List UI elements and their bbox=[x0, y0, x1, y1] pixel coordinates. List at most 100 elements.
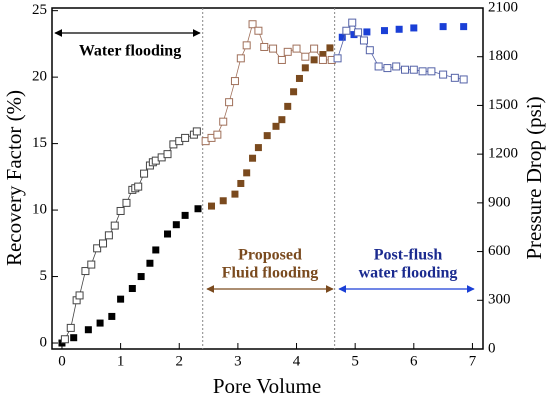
open-marker bbox=[374, 62, 383, 71]
open-marker bbox=[342, 26, 351, 35]
open-marker bbox=[230, 77, 239, 86]
filled-marker bbox=[380, 27, 388, 35]
filled-marker bbox=[164, 230, 172, 238]
open-marker bbox=[81, 267, 90, 276]
open-marker bbox=[383, 64, 392, 73]
y-tick-label: 15 bbox=[32, 135, 47, 151]
open-marker bbox=[427, 67, 436, 76]
open-marker bbox=[418, 67, 427, 76]
annotation: Proposed bbox=[238, 247, 302, 264]
y2-tick-label: 900 bbox=[488, 194, 511, 210]
x-tick-label: 5 bbox=[351, 353, 359, 369]
open-marker bbox=[122, 198, 131, 207]
annotation: Water flooding bbox=[79, 43, 181, 60]
filled-marker bbox=[350, 31, 358, 39]
filled-marker bbox=[70, 334, 78, 342]
annotation: water flooding bbox=[359, 265, 458, 282]
y2-tick-label: 1200 bbox=[488, 146, 518, 162]
y2-tick-label: 2100 bbox=[488, 0, 518, 15]
filled-marker bbox=[237, 179, 245, 187]
open-marker bbox=[333, 54, 342, 63]
open-marker bbox=[181, 133, 190, 142]
filled-marker bbox=[181, 211, 189, 219]
filled-marker bbox=[194, 205, 202, 213]
open-marker bbox=[242, 41, 251, 50]
y2-tick-label: 300 bbox=[488, 292, 511, 308]
annotation: Fluid flooding bbox=[222, 265, 318, 282]
open-marker bbox=[219, 117, 228, 126]
filled-marker bbox=[172, 221, 180, 229]
filled-marker bbox=[310, 56, 318, 64]
open-marker bbox=[301, 52, 310, 61]
annotation: Post-flush bbox=[374, 247, 443, 264]
open-marker bbox=[401, 65, 410, 74]
y2-axis-label: Pressure Drop (psi) bbox=[522, 96, 546, 259]
y-tick-label: 25 bbox=[32, 2, 47, 18]
open-marker bbox=[365, 46, 374, 55]
open-marker bbox=[348, 18, 357, 27]
filled-marker bbox=[295, 74, 303, 82]
x-axis-label: Pore Volume bbox=[213, 374, 321, 398]
open-marker bbox=[310, 44, 319, 53]
open-marker bbox=[459, 75, 468, 84]
filled-marker bbox=[284, 102, 292, 110]
open-marker bbox=[236, 54, 245, 63]
filled-marker bbox=[410, 24, 418, 32]
y2-tick-label: 0 bbox=[488, 340, 496, 356]
open-marker bbox=[75, 291, 84, 300]
y-tick-label: 0 bbox=[40, 334, 48, 350]
filled-marker bbox=[108, 312, 116, 320]
open-marker bbox=[163, 150, 172, 159]
x-tick-label: 7 bbox=[469, 353, 477, 369]
open-marker bbox=[450, 73, 459, 82]
open-marker bbox=[292, 44, 301, 53]
open-marker bbox=[409, 65, 418, 74]
y2-tick-label: 600 bbox=[488, 243, 511, 259]
x-tick-label: 0 bbox=[58, 353, 66, 369]
open-marker bbox=[439, 70, 448, 79]
open-marker bbox=[277, 55, 286, 64]
filled-marker bbox=[219, 197, 227, 205]
open-marker bbox=[392, 62, 401, 71]
filled-marker bbox=[243, 169, 251, 177]
open-marker bbox=[318, 55, 327, 64]
x-tick-label: 6 bbox=[410, 353, 418, 369]
filled-marker bbox=[290, 88, 298, 96]
filled-marker bbox=[207, 202, 215, 210]
open-marker bbox=[116, 206, 125, 215]
filled-marker bbox=[395, 25, 403, 33]
y-axis-label: Recovery Factor (%) bbox=[2, 90, 26, 266]
open-marker bbox=[225, 98, 234, 107]
series-line bbox=[64, 131, 198, 340]
filled-marker bbox=[439, 23, 447, 31]
open-marker bbox=[93, 244, 102, 253]
filled-marker bbox=[84, 326, 92, 334]
filled-marker bbox=[231, 190, 239, 198]
plot-frame bbox=[51, 7, 484, 350]
open-marker bbox=[66, 323, 75, 332]
open-marker bbox=[60, 335, 69, 344]
open-marker bbox=[104, 231, 113, 240]
x-tick-label: 2 bbox=[175, 353, 183, 369]
y-tick-label: 10 bbox=[32, 202, 47, 218]
x-tick-label: 4 bbox=[293, 353, 301, 369]
x-tick-label: 1 bbox=[117, 353, 125, 369]
y-tick-label: 20 bbox=[32, 69, 47, 85]
filled-marker bbox=[263, 132, 271, 140]
filled-marker bbox=[272, 122, 280, 130]
filled-marker bbox=[128, 285, 136, 293]
open-marker bbox=[354, 28, 363, 37]
filled-marker bbox=[460, 23, 468, 31]
y-tick-label: 5 bbox=[40, 268, 48, 284]
filled-marker bbox=[326, 44, 334, 52]
filled-marker bbox=[301, 64, 309, 72]
series-line bbox=[337, 21, 464, 80]
open-marker bbox=[99, 239, 108, 248]
open-marker bbox=[87, 260, 96, 269]
filled-marker bbox=[363, 28, 371, 36]
open-marker bbox=[110, 221, 119, 230]
filled-marker bbox=[278, 116, 286, 124]
open-marker bbox=[283, 47, 292, 56]
open-marker bbox=[213, 130, 222, 139]
